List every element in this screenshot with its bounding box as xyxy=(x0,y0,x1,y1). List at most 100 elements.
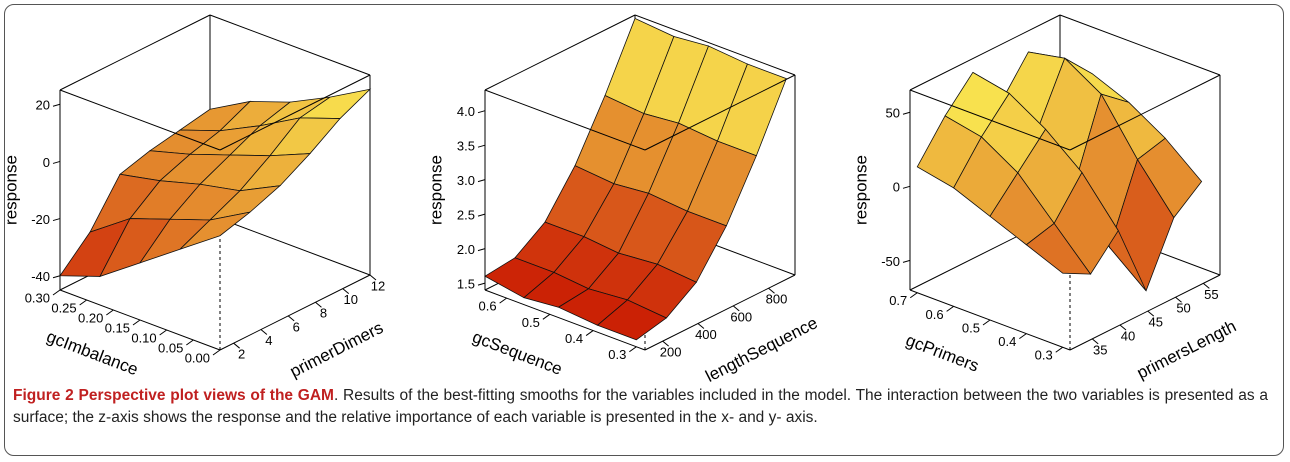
y-tick-label: 2 xyxy=(238,347,245,362)
x-tick-label: 0.15 xyxy=(105,320,130,335)
z-tick xyxy=(477,213,486,217)
y-tick xyxy=(1203,282,1210,289)
y-tick-label: 800 xyxy=(766,292,788,307)
y-tick xyxy=(369,274,377,281)
x-tick xyxy=(982,319,991,326)
x-tick-label: 0.5 xyxy=(522,315,540,330)
box-edge xyxy=(644,74,796,151)
z-axis-label: response xyxy=(426,155,445,225)
y-tick xyxy=(1147,310,1155,317)
box-edge xyxy=(634,14,796,76)
z-tick-label: -40 xyxy=(31,269,50,284)
y-tick xyxy=(1091,338,1099,345)
y-tick-label: 600 xyxy=(730,309,752,324)
y-tick-label: 4 xyxy=(265,333,272,348)
box-edge xyxy=(219,74,371,151)
x-tick-label: 0.30 xyxy=(25,290,50,305)
x-tick xyxy=(1055,346,1064,353)
box-edge xyxy=(59,89,221,151)
x-tick xyxy=(909,292,918,299)
x-tick xyxy=(132,319,141,326)
z-tick xyxy=(902,259,911,263)
z-tick-label: -50 xyxy=(881,254,900,269)
box-edge xyxy=(1059,14,1221,76)
y-tick xyxy=(342,288,350,295)
y-tick-label: 200 xyxy=(660,345,682,360)
y-tick xyxy=(287,315,295,322)
box-edge xyxy=(484,89,646,151)
y-tick xyxy=(233,342,240,349)
y-tick-label: 10 xyxy=(343,292,357,307)
z-axis-label: response xyxy=(851,155,870,225)
x-tick xyxy=(106,309,114,316)
y-tick-label: 12 xyxy=(371,278,385,293)
z-tick xyxy=(477,248,486,252)
z-tick-label: 0 xyxy=(43,155,50,170)
x-tick-label: 0.3 xyxy=(608,347,626,362)
z-tick-label: 3.5 xyxy=(457,139,475,154)
x-tick-label: 0.25 xyxy=(51,300,76,315)
z-tick xyxy=(477,110,486,114)
y-tick-label: 55 xyxy=(1204,287,1218,302)
y-tick-label: 8 xyxy=(320,306,327,321)
z-tick xyxy=(52,160,61,164)
box-edge xyxy=(1069,274,1221,351)
x-tick xyxy=(52,289,61,296)
z-tick-label: 2.0 xyxy=(457,242,475,257)
box-edge xyxy=(1069,74,1221,151)
y-tick xyxy=(768,287,775,294)
x-tick-label: 0.10 xyxy=(131,330,156,345)
box-edge xyxy=(484,289,646,351)
x-tick-label: 0.05 xyxy=(158,340,183,355)
y-tick xyxy=(1175,296,1182,303)
z-tick xyxy=(52,275,61,279)
x-tick-label: 0.4 xyxy=(565,331,583,346)
y-tick-label: 40 xyxy=(1121,328,1135,343)
y-tick-label: 45 xyxy=(1149,315,1163,330)
box-edge xyxy=(209,214,371,276)
box-edge xyxy=(644,274,796,351)
caption: Figure 2 Perspective plot views of the G… xyxy=(13,385,1268,429)
figure: 0.00 0.05 0.10 0.15 0.20 0.25 0.30 2 4 6 8 10 12 -40-… xyxy=(4,4,1284,456)
x-tick xyxy=(946,305,954,312)
z-tick-label: 1.5 xyxy=(457,277,475,292)
y-tick-label: 50 xyxy=(1176,301,1190,316)
surface-facet xyxy=(596,299,668,341)
x-tick xyxy=(499,297,507,304)
caption-label: Figure 2 Perspective plot views of the G… xyxy=(13,387,334,404)
x-tick xyxy=(159,329,167,336)
z-tick-label: 20 xyxy=(36,98,50,113)
z-tick-label: 0 xyxy=(893,180,900,195)
x-tick-label: 0.4 xyxy=(998,334,1016,349)
y-tick xyxy=(315,301,322,308)
y-tick-label: 6 xyxy=(293,319,300,334)
y-tick xyxy=(662,340,669,347)
surface-facet xyxy=(179,211,251,250)
z-tick-label: 50 xyxy=(886,106,900,121)
x-tick xyxy=(1019,333,1027,340)
z-tick xyxy=(52,218,61,222)
surface-facet xyxy=(1025,222,1092,275)
box-edge xyxy=(59,14,211,91)
y-tick xyxy=(1119,324,1127,331)
x-tick xyxy=(542,313,551,320)
x-tick-label: 0.6 xyxy=(926,307,944,322)
y-axis-label: primerDimers xyxy=(287,318,387,381)
x-tick-label: 0.6 xyxy=(479,299,497,314)
z-tick xyxy=(52,103,61,107)
x-tick-label: 0.3 xyxy=(1035,348,1053,363)
x-tick-label: 0.00 xyxy=(185,350,210,365)
box-edge xyxy=(219,274,371,351)
z-tick xyxy=(902,185,911,189)
x-axis-label: gcSequence xyxy=(470,327,565,379)
box-edge xyxy=(484,14,636,91)
z-tick-label: 2.5 xyxy=(457,208,475,223)
z-tick-label: 3.0 xyxy=(457,173,475,188)
x-tick xyxy=(629,346,637,353)
box-edge xyxy=(909,89,1071,151)
box-edge xyxy=(209,14,371,76)
z-tick xyxy=(902,111,911,115)
caption-text: . Results of the best-fitting smooths fo… xyxy=(13,387,1269,426)
z-tick xyxy=(477,144,486,148)
y-tick xyxy=(732,305,740,312)
